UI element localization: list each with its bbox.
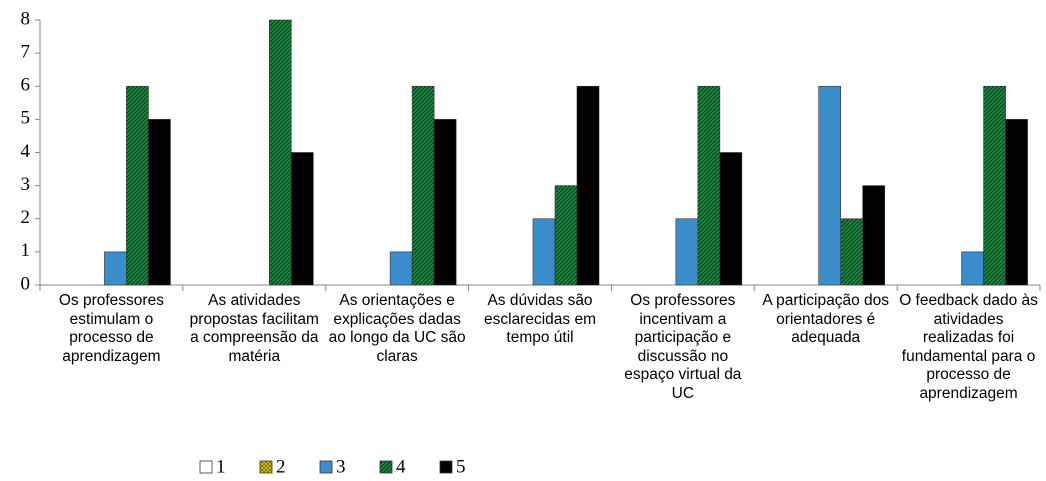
bar xyxy=(532,218,556,286)
bar xyxy=(411,85,435,286)
legend-label: 4 xyxy=(396,456,406,477)
x-tick-label: As dúvidas são esclarecidas em tempo úti… xyxy=(484,292,596,346)
x-tick-label: O feedback dado às atividades realizadas… xyxy=(899,292,1038,402)
y-tick-label: 1 xyxy=(21,240,31,261)
bar xyxy=(148,119,171,286)
y-tick-label: 5 xyxy=(21,108,31,129)
legend-label: 3 xyxy=(336,456,346,477)
legend-label: 5 xyxy=(456,456,466,477)
y-tick-label: 8 xyxy=(21,8,31,29)
x-tick-label: Os professores incentivam a participação… xyxy=(624,292,742,402)
legend-label: 2 xyxy=(276,456,286,477)
bar xyxy=(697,85,721,286)
bar xyxy=(1005,119,1028,286)
bar xyxy=(126,85,149,286)
y-tick-label: 3 xyxy=(21,174,31,195)
x-tick-label: Os professores estimulam o processo de a… xyxy=(58,292,164,365)
bar xyxy=(961,251,984,286)
bar xyxy=(675,218,699,286)
bar xyxy=(862,185,886,286)
bar xyxy=(433,119,457,286)
bar xyxy=(104,251,127,286)
bar xyxy=(389,251,413,286)
x-tick-label: As orientações e explicações dadas ao lo… xyxy=(328,292,466,365)
legend-swatch xyxy=(379,460,393,474)
y-tick-label: 0 xyxy=(21,273,31,294)
bar xyxy=(268,19,292,286)
bar xyxy=(719,152,743,286)
legend-swatch xyxy=(199,460,213,474)
y-tick-label: 4 xyxy=(21,141,31,162)
bar xyxy=(554,185,578,286)
x-tick-label: As atividades propostas facilitam a comp… xyxy=(189,292,319,365)
legend-swatch xyxy=(319,460,333,474)
bar xyxy=(290,152,314,286)
legend-swatch xyxy=(259,460,273,474)
bar xyxy=(840,218,864,286)
legend-swatch xyxy=(439,460,453,474)
x-tick-label: A participação dos orientadores é adequa… xyxy=(762,292,890,346)
y-tick-label: 2 xyxy=(21,207,31,228)
bar xyxy=(983,85,1006,286)
y-tick-label: 6 xyxy=(21,75,31,96)
legend-label: 1 xyxy=(216,456,226,477)
y-tick-label: 7 xyxy=(21,41,31,62)
bar xyxy=(576,85,600,286)
bar xyxy=(818,85,842,286)
